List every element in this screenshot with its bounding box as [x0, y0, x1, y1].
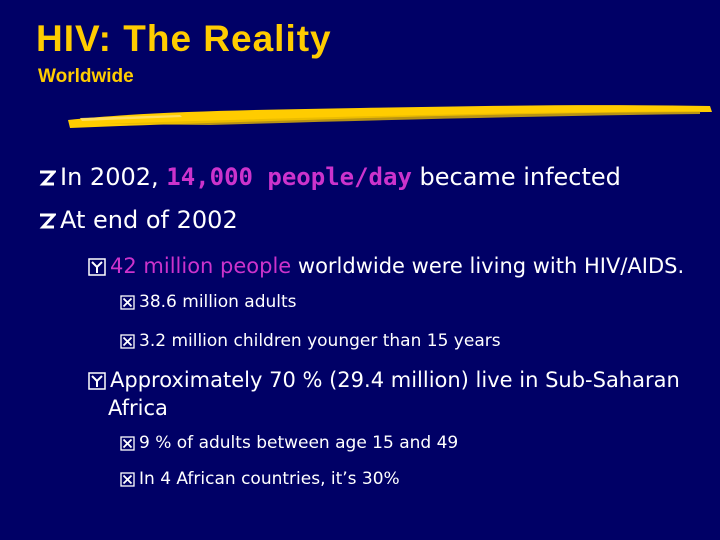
- y-bullet-icon: [88, 372, 106, 390]
- bullet-text-post: worldwide were living with HIV/AIDS.: [291, 254, 685, 278]
- bullet-text: 9 % of adults between age 15 and 49: [139, 433, 459, 453]
- x-bullet-icon: [120, 471, 135, 487]
- slide-title: HIV: The Reality: [36, 18, 332, 59]
- z-bullet-icon: [39, 170, 56, 186]
- highlight-infections-per-day: 14,000 people/day: [166, 163, 412, 191]
- bullet-line-sub-saharan-africa: Approximately 70 % (29.4 million) live i…: [88, 368, 680, 392]
- bullet-line-sub-saharan-africa-cont: Africa: [108, 396, 168, 420]
- x-bullet-icon: [120, 294, 135, 310]
- bullet-line-adult-prevalence: 9 % of adults between age 15 and 49: [120, 433, 458, 453]
- bullet-line-adults: 38.6 million adults: [120, 292, 297, 312]
- slide-subtitle: Worldwide: [38, 66, 134, 87]
- x-bullet-icon: [120, 333, 135, 349]
- bullet-text-pre: In 2002,: [60, 163, 167, 191]
- bullet-text: 3.2 million children younger than 15 yea…: [139, 331, 501, 351]
- bullet-text-post: became infected: [411, 163, 621, 191]
- bullet-line-infections-2002: In 2002, 14,000 people/day became infect…: [38, 163, 621, 191]
- bullet-text: In 4 African countries, it’s 30%: [139, 469, 400, 489]
- y-bullet-icon: [88, 258, 106, 276]
- bullet-line-end-of-2002: At end of 2002: [38, 206, 238, 234]
- z-bullet-icon: [39, 213, 56, 229]
- bullet-line-children: 3.2 million children younger than 15 yea…: [120, 331, 501, 351]
- bullet-text-line2: Africa: [108, 396, 168, 420]
- bullet-text-line1: Approximately 70 % (29.4 million) live i…: [110, 368, 680, 392]
- x-bullet-icon: [120, 435, 135, 451]
- bullet-line-living-with-hiv: 42 million people worldwide were living …: [88, 254, 684, 278]
- highlight-42-million: 42 million people: [110, 254, 292, 278]
- bullet-text: 38.6 million adults: [139, 292, 297, 312]
- yellow-brush-stroke-divider: [68, 105, 712, 128]
- bullet-line-african-countries: In 4 African countries, it’s 30%: [120, 469, 400, 489]
- bullet-text: At end of 2002: [60, 206, 238, 234]
